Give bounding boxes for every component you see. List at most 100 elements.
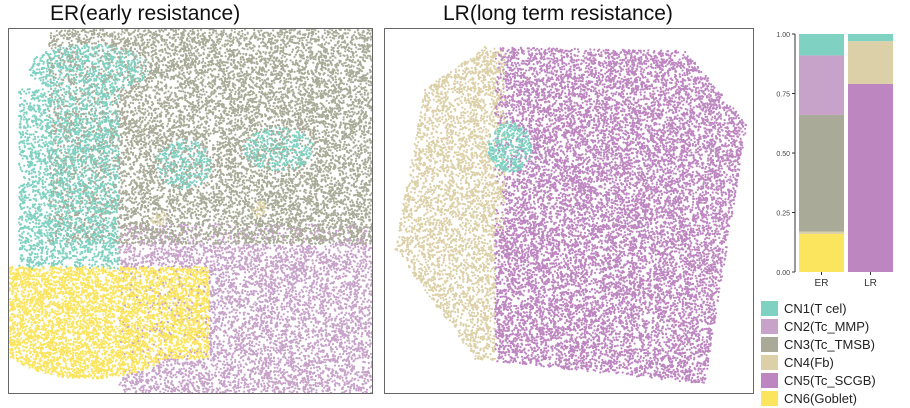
er-cell-point [132, 163, 135, 166]
er-cell-point [362, 206, 365, 209]
er-cell-point [50, 279, 53, 282]
er-cell-point [81, 277, 85, 280]
er-cell-point [225, 313, 228, 316]
er-cell-point [188, 119, 191, 122]
er-cell-point [102, 349, 106, 352]
er-cell-point [130, 208, 133, 211]
er-cell-point [195, 381, 198, 384]
er-cell-point [292, 177, 295, 180]
er-cell-point [111, 157, 114, 160]
er-cell-point [339, 121, 342, 124]
er-cell-point [333, 351, 336, 354]
er-cell-point [141, 177, 144, 180]
er-cell-point [318, 320, 321, 323]
er-cell-point [221, 318, 224, 322]
er-cell-point [94, 107, 97, 110]
er-cell-point [367, 267, 370, 270]
er-cell-point [24, 135, 27, 139]
er-cell-point [60, 34, 63, 37]
er-cell-point [42, 369, 45, 372]
er-cell-point [277, 357, 280, 360]
er-cell-point [304, 357, 307, 361]
er-cell-point [290, 124, 293, 127]
er-cell-point [142, 247, 145, 250]
er-cell-point [357, 379, 360, 382]
er-cell-point [294, 286, 297, 289]
er-cell-point [74, 110, 77, 113]
er-cell-point [153, 119, 156, 123]
er-cell-point [126, 62, 130, 65]
er-cell-point [186, 351, 189, 354]
er-cell-point [272, 384, 275, 387]
er-cell-point [50, 200, 53, 203]
er-cell-point [244, 33, 247, 36]
er-cell-point [150, 240, 153, 243]
er-cell-point [277, 374, 280, 377]
er-cell-point [291, 38, 294, 41]
er-cell-point [228, 178, 231, 181]
er-cell-point [83, 90, 86, 93]
er-cell-point [182, 279, 185, 282]
er-cell-point [269, 152, 272, 155]
er-cell-point [197, 363, 200, 366]
er-cell-point [299, 108, 302, 111]
er-cell-point [79, 371, 82, 374]
er-cell-point [325, 169, 328, 172]
er-cell-point [339, 112, 342, 115]
er-cell-point [345, 68, 348, 71]
er-cell-point [292, 249, 296, 252]
er-cell-point [348, 46, 351, 50]
er-cell-point [139, 244, 142, 247]
er-cell-point [202, 88, 205, 91]
er-cell-point [343, 191, 346, 194]
er-cell-point [283, 79, 286, 82]
er-cell-point [257, 169, 261, 172]
er-cell-point [266, 339, 269, 342]
er-cell-point [186, 71, 189, 74]
er-cell-point [234, 360, 237, 364]
er-cell-point [53, 334, 56, 337]
er-cell-point [284, 357, 287, 360]
er-cell-point [368, 183, 371, 186]
er-cell-point [74, 141, 77, 144]
er-cell-point [61, 122, 64, 125]
er-cell-point [101, 105, 104, 108]
er-cell-point [264, 202, 267, 205]
er-cell-point [114, 333, 117, 336]
er-cell-point [212, 260, 215, 263]
er-cell-point [216, 356, 220, 359]
er-cell-point [344, 124, 347, 127]
er-cell-point [360, 203, 363, 206]
er-cell-point [318, 145, 321, 148]
er-cell-point [301, 145, 304, 148]
er-cell-point [79, 115, 83, 118]
er-cell-point [147, 113, 150, 117]
er-cell-point [155, 247, 158, 250]
er-cell-point [119, 381, 122, 384]
er-cell-point [42, 71, 45, 74]
er-cell-point [294, 156, 297, 160]
er-cell-point [310, 34, 313, 37]
er-cell-point [18, 264, 21, 267]
er-cell-point [128, 298, 131, 301]
er-cell-point [364, 110, 367, 114]
er-cell-point [61, 93, 64, 97]
er-cell-point [350, 78, 353, 81]
er-cell-point [122, 378, 125, 381]
er-cell-point [220, 172, 223, 175]
er-cell-point [265, 152, 268, 155]
er-cell-point [90, 278, 93, 281]
er-cell-point [175, 287, 178, 290]
er-cell-point [247, 101, 250, 104]
er-cell-point [305, 167, 309, 170]
er-cell-point [159, 54, 162, 57]
er-cell-point [198, 240, 201, 243]
er-cell-point [243, 127, 246, 130]
er-cell-point [82, 327, 85, 330]
er-cell-point [273, 42, 277, 45]
er-cell-point [143, 301, 146, 304]
er-cell-point [184, 274, 187, 277]
er-cell-point [177, 385, 180, 388]
er-cell-point [99, 317, 103, 320]
er-cell-point [227, 281, 230, 284]
